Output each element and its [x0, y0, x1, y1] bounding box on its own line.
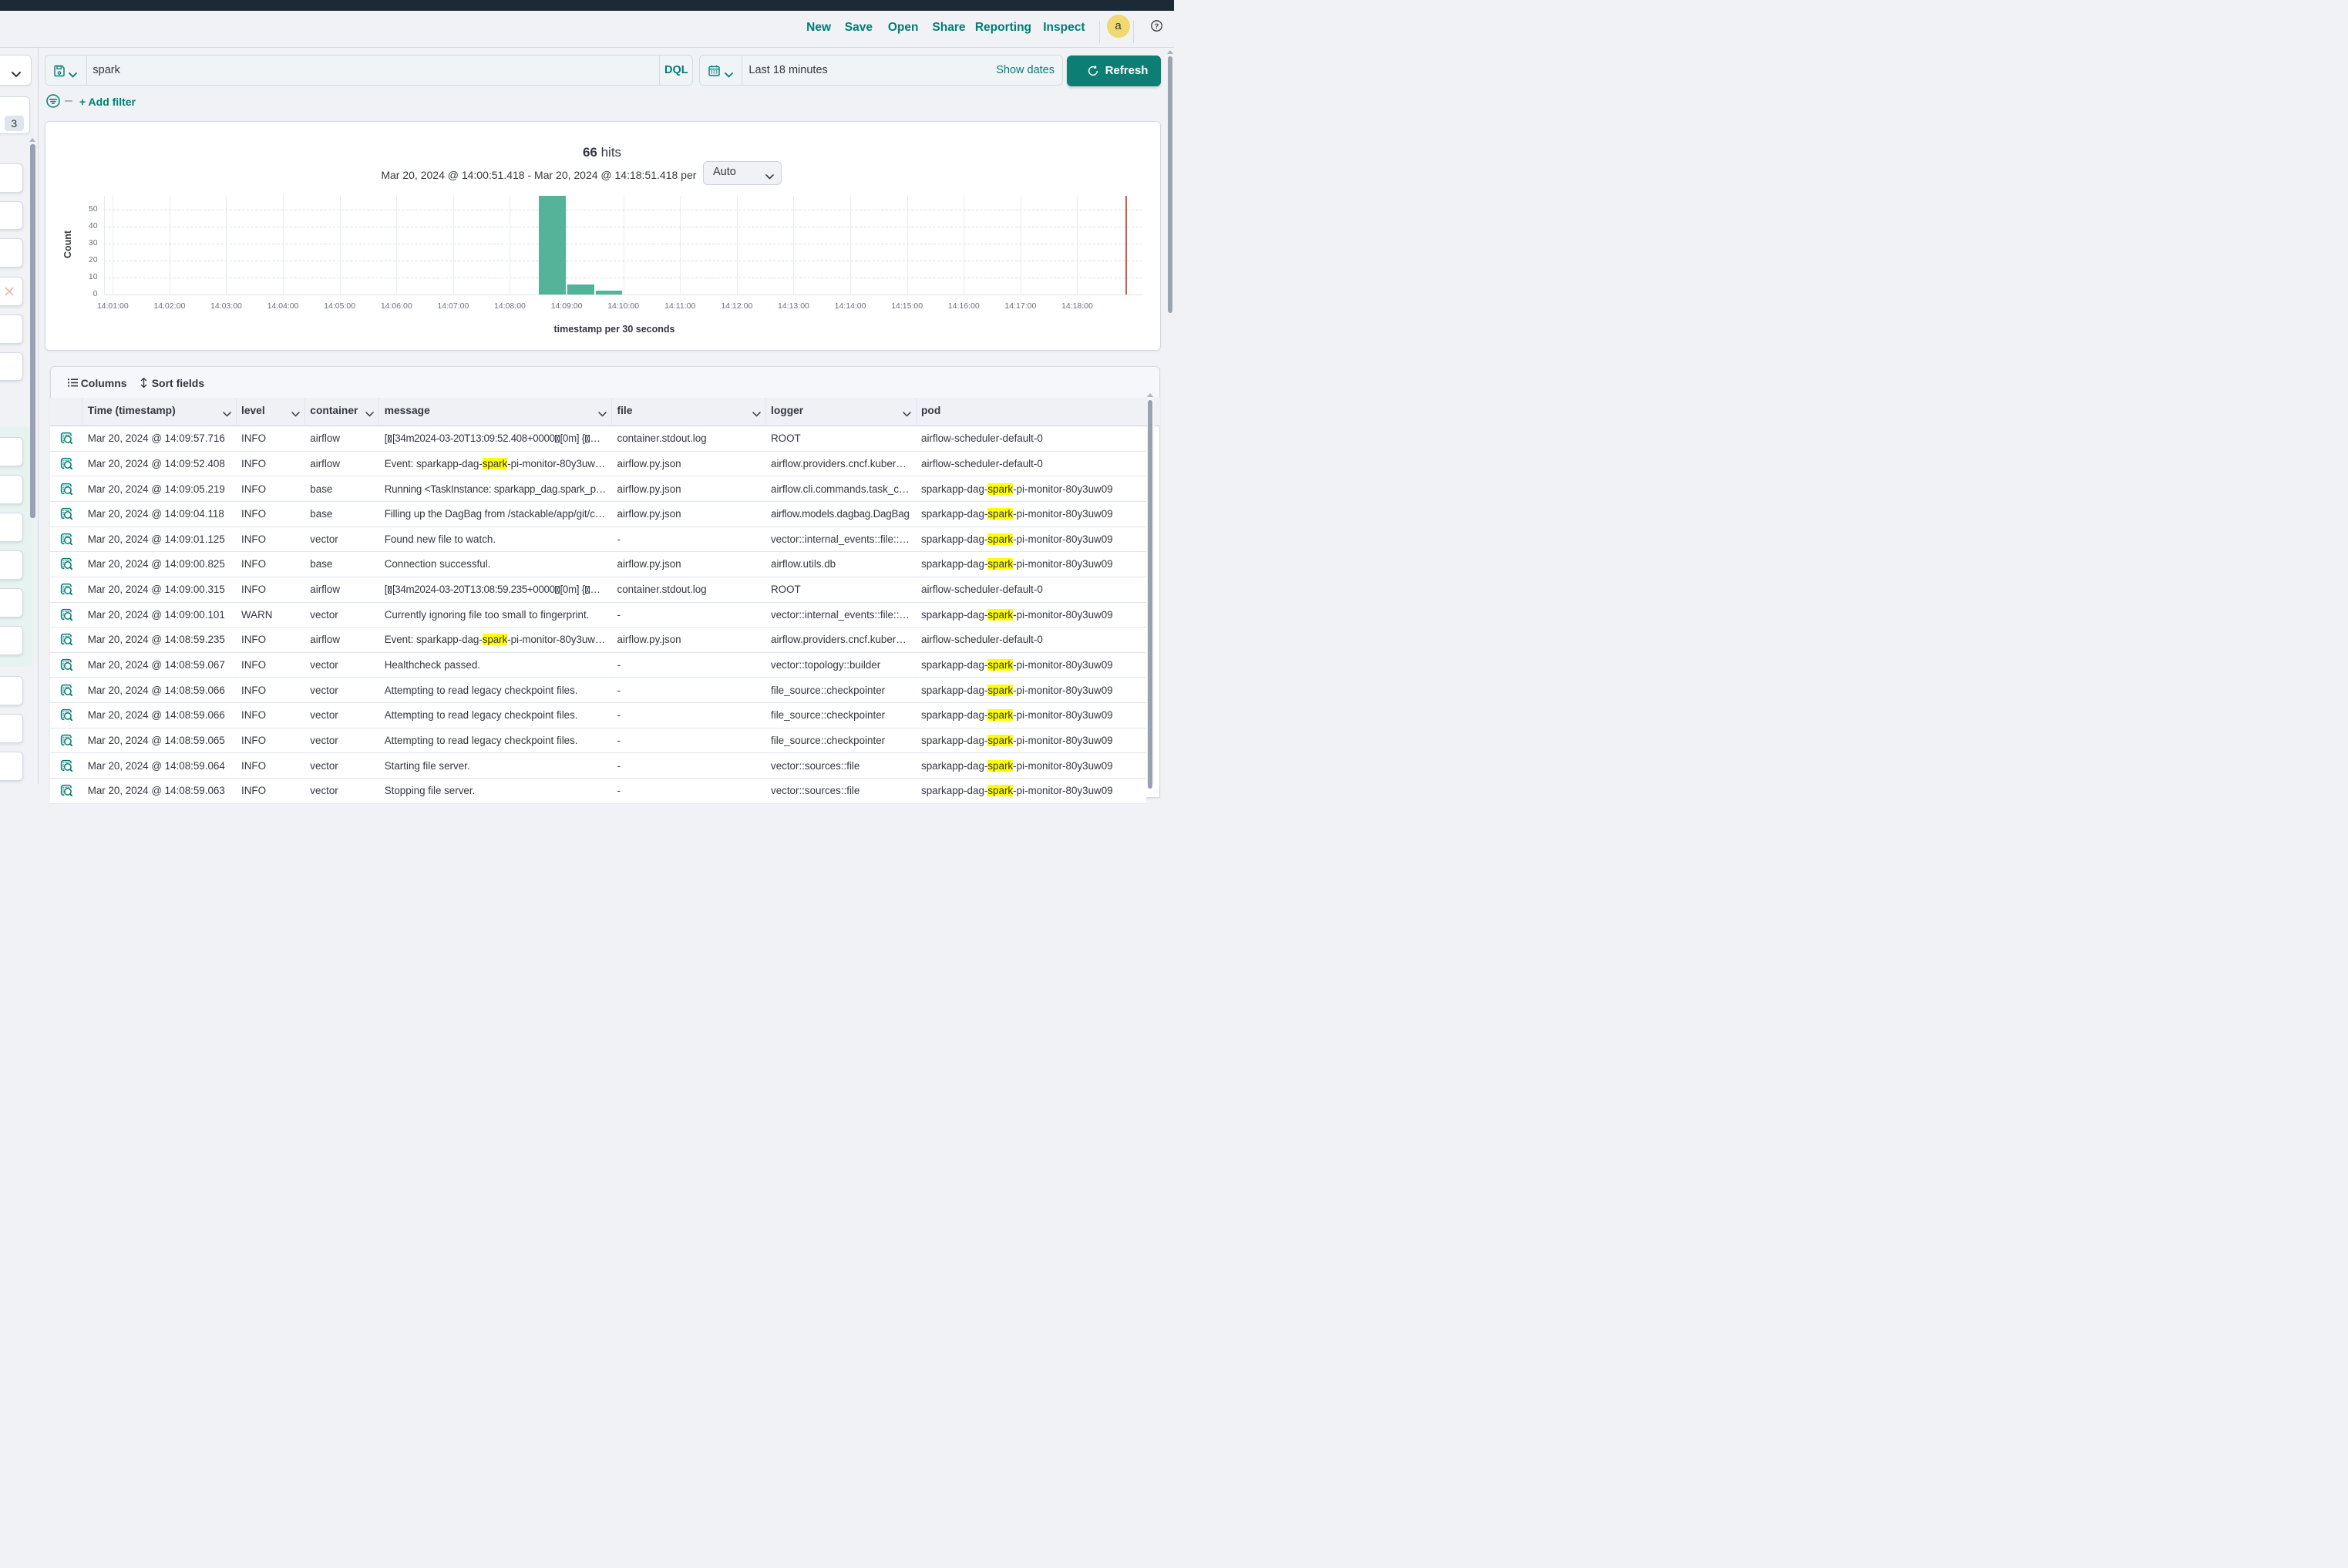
svg-text:?: ? [1154, 22, 1159, 31]
